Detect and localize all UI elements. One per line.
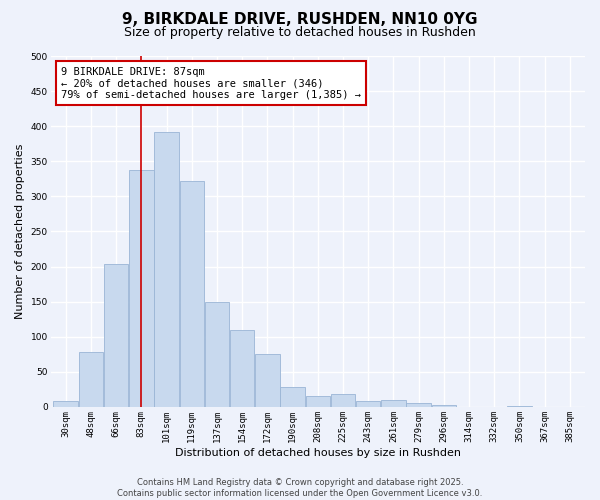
Bar [305,396,330,407]
Bar [179,181,204,407]
Bar [230,330,254,407]
Text: Contains HM Land Registry data © Crown copyright and database right 2025.
Contai: Contains HM Land Registry data © Crown c… [118,478,482,498]
Text: 9 BIRKDALE DRIVE: 87sqm
← 20% of detached houses are smaller (346)
79% of semi-d: 9 BIRKDALE DRIVE: 87sqm ← 20% of detache… [61,66,361,100]
Bar [406,404,431,407]
Bar [129,170,154,407]
Bar [79,352,103,407]
X-axis label: Distribution of detached houses by size in Rushden: Distribution of detached houses by size … [175,448,461,458]
Y-axis label: Number of detached properties: Number of detached properties [15,144,25,319]
Text: 9, BIRKDALE DRIVE, RUSHDEN, NN10 0YG: 9, BIRKDALE DRIVE, RUSHDEN, NN10 0YG [122,12,478,28]
Bar [507,406,532,407]
Bar [331,394,355,407]
Bar [104,264,128,407]
Bar [356,402,380,407]
Bar [154,132,179,407]
Bar [431,405,456,407]
Text: Size of property relative to detached houses in Rushden: Size of property relative to detached ho… [124,26,476,39]
Bar [280,386,305,407]
Bar [205,302,229,407]
Bar [381,400,406,407]
Bar [53,402,78,407]
Bar [255,354,280,407]
